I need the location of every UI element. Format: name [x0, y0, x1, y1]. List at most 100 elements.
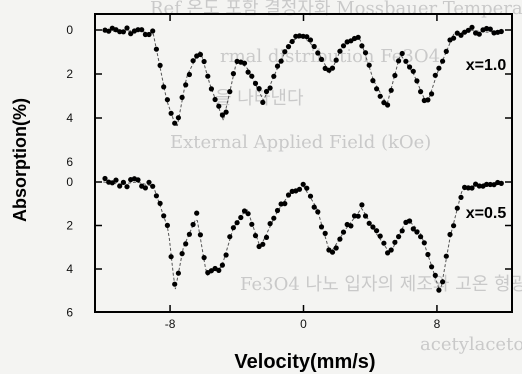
data-point — [454, 205, 460, 211]
y-tick-label: 4 — [66, 111, 73, 125]
data-point — [153, 46, 159, 52]
data-point — [157, 200, 163, 206]
data-point — [355, 213, 361, 219]
data-point — [421, 240, 427, 246]
data-point — [216, 267, 222, 273]
data-point — [498, 180, 504, 186]
data-point — [458, 194, 464, 200]
x-tick-label: 8 — [434, 317, 441, 331]
y-tick-label: 4 — [66, 262, 73, 276]
data-point — [484, 181, 490, 187]
data-point — [142, 185, 148, 191]
data-point — [161, 213, 167, 219]
data-point — [469, 185, 475, 191]
data-point — [425, 251, 431, 258]
data-point — [315, 209, 321, 215]
data-point — [120, 179, 126, 185]
data-point — [381, 100, 387, 106]
data-point — [219, 112, 225, 118]
data-point — [230, 225, 236, 231]
data-point — [223, 252, 229, 258]
data-point — [289, 38, 295, 45]
data-point — [440, 279, 446, 285]
data-point — [318, 224, 325, 230]
data-point — [227, 89, 233, 95]
data-point — [304, 34, 310, 40]
data-point — [418, 89, 424, 95]
data-point — [282, 201, 288, 207]
data-point — [443, 253, 449, 259]
data-point — [359, 43, 365, 49]
data-point — [410, 226, 416, 232]
y-tick-label: 6 — [66, 155, 73, 169]
data-point — [183, 241, 189, 247]
data-point — [260, 241, 266, 247]
data-point — [351, 213, 358, 219]
bleed-text-6: acetylacetonate 등 용매 내 나타난다 — [420, 334, 522, 355]
data-point — [333, 245, 339, 251]
plot-border — [94, 13, 513, 313]
data-point — [168, 254, 174, 260]
data-point — [374, 86, 380, 92]
data-point — [388, 87, 394, 93]
data-point — [399, 50, 405, 57]
data-point — [179, 251, 185, 257]
data-point — [476, 31, 482, 37]
data-point — [271, 215, 277, 221]
panel-x=0.5: 0 2 4 6 x=0.5 — [66, 175, 512, 320]
data-point — [348, 223, 354, 229]
data-point — [278, 58, 284, 64]
series-label: x=0.5 — [466, 205, 507, 222]
data-point — [440, 58, 446, 64]
y-tick-label: 0 — [66, 23, 73, 37]
data-point — [179, 94, 185, 100]
data-point — [267, 221, 273, 227]
data-point — [135, 177, 141, 183]
data-point — [451, 223, 457, 229]
data-point — [304, 185, 310, 191]
data-point — [157, 62, 163, 68]
data-point — [296, 186, 303, 192]
data-point — [186, 71, 192, 78]
data-point — [399, 228, 405, 234]
data-point — [329, 65, 336, 71]
data-point — [219, 262, 225, 268]
data-point — [429, 91, 435, 97]
data-point — [282, 49, 288, 55]
data-point — [190, 221, 196, 228]
data-point — [451, 35, 457, 41]
data-point — [366, 62, 372, 68]
data-point — [381, 240, 387, 246]
data-point — [128, 31, 134, 37]
data-point — [436, 65, 442, 71]
x-axis-title: Velocity(mm/s) — [234, 351, 375, 373]
data-point — [230, 71, 236, 77]
data-point — [359, 202, 365, 208]
data-point — [256, 86, 262, 92]
data-point — [135, 27, 141, 33]
data-point — [234, 220, 240, 226]
data-point — [432, 272, 438, 278]
data-point — [425, 97, 431, 103]
y-tick-label: 2 — [66, 67, 73, 81]
bleed-text-3: 을 나타낸다 — [215, 88, 304, 109]
data-point — [469, 24, 475, 30]
data-point — [285, 44, 292, 50]
data-point — [139, 27, 145, 33]
data-point — [443, 48, 449, 55]
data-point — [117, 29, 123, 35]
data-point — [315, 50, 321, 56]
data-point — [311, 43, 317, 50]
data-point — [355, 34, 361, 40]
data-point — [153, 193, 159, 199]
data-point — [340, 43, 347, 49]
chart-frame — [94, 13, 513, 313]
data-point — [245, 69, 251, 75]
data-point — [216, 103, 222, 109]
data-point — [190, 58, 196, 64]
data-point — [238, 214, 244, 221]
data-point — [274, 207, 281, 214]
x-tick-label: -8 — [165, 317, 176, 331]
bleed-text-5: Fe3O4 나노 입자의 제조와 고온 형광 — [240, 274, 522, 295]
